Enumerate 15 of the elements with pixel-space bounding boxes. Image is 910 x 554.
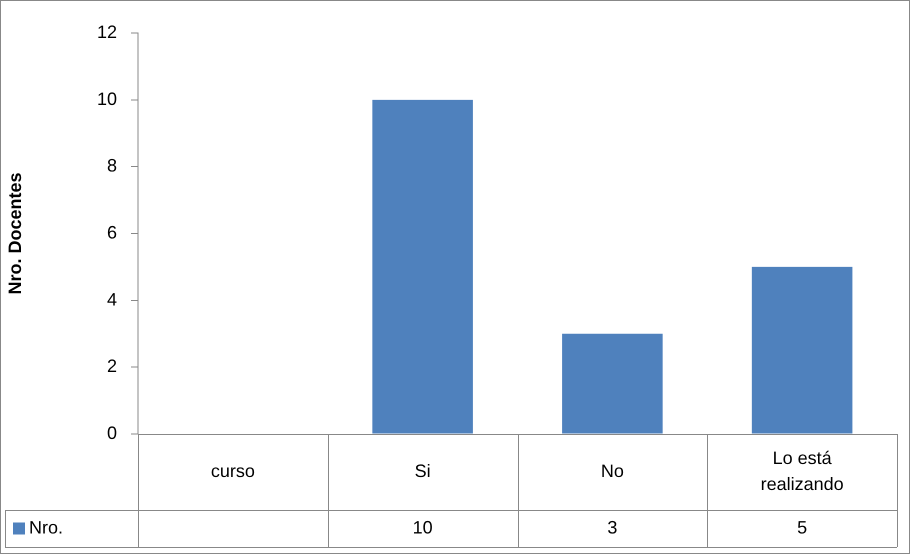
data-label: 10 (412, 517, 433, 538)
x-tick-label: Lo está realizando (760, 448, 844, 494)
y-tick-label: 8 (106, 156, 117, 176)
y-tick-label: 2 (106, 356, 117, 376)
y-tick-label: 10 (96, 88, 117, 109)
y-axis-title: Nro. Docentes (4, 172, 25, 295)
y-tick-label: 4 (106, 289, 117, 310)
x-tick-label: Si (414, 460, 431, 481)
y-tick-label: 6 (106, 222, 117, 242)
y-tick-label: 0 (106, 422, 117, 443)
y-tick-label: 12 (96, 22, 117, 42)
x-tick-label: No (600, 460, 624, 481)
data-label: 5 (797, 517, 808, 538)
data-label: 3 (607, 517, 618, 538)
x-tick-label: curso (210, 460, 255, 481)
